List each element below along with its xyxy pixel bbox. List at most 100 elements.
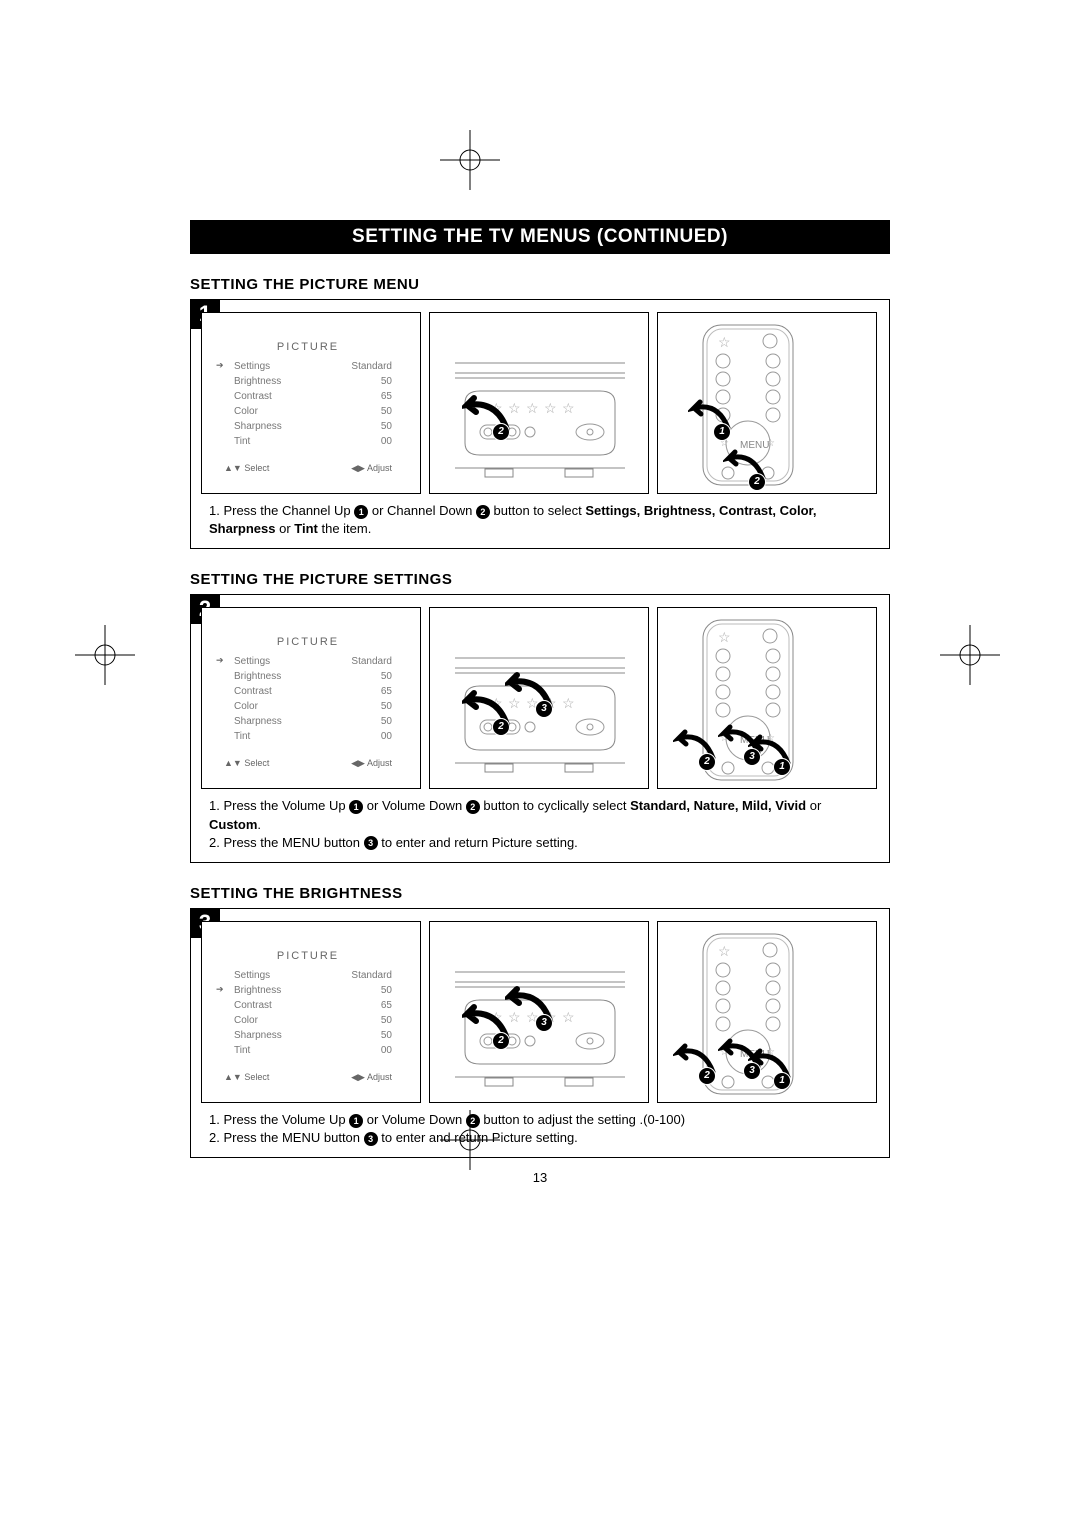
menu-item: Color 50 xyxy=(224,1013,392,1028)
osd-footer-adjust: ◀▶ Adjust xyxy=(351,1072,392,1083)
osd-menu: PICTURE ➔ Settings Standard Brightness 5… xyxy=(224,341,392,474)
menu-item-value: Standard xyxy=(351,360,392,373)
ref-number-icon: 1 xyxy=(354,505,368,519)
menu-item-value: 50 xyxy=(381,984,392,997)
osd-footer-select: ▲▼ Select xyxy=(224,463,269,474)
svg-text:☆: ☆ xyxy=(526,400,539,416)
menu-item-value: 65 xyxy=(381,390,392,403)
menu-item-label: Sharpness xyxy=(234,420,282,433)
crop-mark-left xyxy=(75,625,135,685)
menu-item-label: Sharpness xyxy=(234,715,282,728)
osd-title: PICTURE xyxy=(224,341,392,353)
section-box: 3 PICTURE Settings Standard ➔ Brightness… xyxy=(190,908,890,1158)
menu-item-value: 50 xyxy=(381,405,392,418)
osd-title: PICTURE xyxy=(224,636,392,648)
menu-item-value: 50 xyxy=(381,715,392,728)
pointer-icon: ➔ xyxy=(216,360,224,372)
menu-item-label: Brightness xyxy=(234,984,281,997)
ref-number-icon: 2 xyxy=(476,505,490,519)
menu-item-value: Standard xyxy=(351,655,392,668)
panel-tv: ☆☆☆☆☆ 23 xyxy=(429,607,649,789)
menu-item: Tint 00 xyxy=(224,1043,392,1058)
menu-item: Color 50 xyxy=(224,699,392,714)
instructions: 1. Press the Volume Up 1 or Volume Down … xyxy=(191,797,889,852)
menu-item-label: Contrast xyxy=(234,999,272,1012)
menu-item-label: Brightness xyxy=(234,375,281,388)
ref-number-icon: 3 xyxy=(364,836,378,850)
ref-number-icon: 2 xyxy=(466,1114,480,1128)
menu-item: ➔ Settings Standard xyxy=(224,654,392,669)
instructions: 1. Press the Volume Up 1 or Volume Down … xyxy=(191,1111,889,1147)
menu-item-value: 50 xyxy=(381,1029,392,1042)
osd-footer-adjust: ◀▶ Adjust xyxy=(351,758,392,769)
menu-item-label: Settings xyxy=(234,969,270,982)
panel-remote: ☆ MENU ☆ ☆ 231 xyxy=(657,607,877,789)
crop-mark-top xyxy=(440,130,500,190)
menu-item-label: Settings xyxy=(234,655,270,668)
menu-item: Contrast 65 xyxy=(224,684,392,699)
instructions: 1. Press the Channel Up 1 or Channel Dow… xyxy=(191,502,889,538)
menu-item-value: 65 xyxy=(381,999,392,1012)
menu-item-label: Sharpness xyxy=(234,1029,282,1042)
menu-item-value: 00 xyxy=(381,435,392,448)
menu-item-label: Tint xyxy=(234,435,250,448)
menu-item: Tint 00 xyxy=(224,434,392,449)
menu-item: Sharpness 50 xyxy=(224,714,392,729)
menu-item: ➔ Brightness 50 xyxy=(224,983,392,998)
ref-number-icon: 2 xyxy=(466,800,480,814)
osd-menu: PICTURE Settings Standard ➔ Brightness 5… xyxy=(224,950,392,1083)
ref-number-icon: 1 xyxy=(349,800,363,814)
pointer-icon: ➔ xyxy=(216,984,224,996)
menu-item-label: Contrast xyxy=(234,685,272,698)
osd-footer-select: ▲▼ Select xyxy=(224,1072,269,1083)
section-heading: SETTING THE PICTURE MENU xyxy=(190,276,890,293)
svg-text:☆: ☆ xyxy=(718,943,731,959)
menu-item: Color 50 xyxy=(224,404,392,419)
panel-osd: PICTURE ➔ Settings Standard Brightness 5… xyxy=(201,312,421,494)
section-box: 2 PICTURE ➔ Settings Standard Brightness… xyxy=(190,594,890,863)
osd-footer-adjust: ◀▶ Adjust xyxy=(351,463,392,474)
menu-item: Brightness 50 xyxy=(224,374,392,389)
panel-remote: ☆ MENU ☆ ☆ 12 xyxy=(657,312,877,494)
section-box: 1 PICTURE ➔ Settings Standard Brightness… xyxy=(190,299,890,549)
menu-item: Tint 00 xyxy=(224,729,392,744)
menu-item: Contrast 65 xyxy=(224,998,392,1013)
panel-osd: PICTURE ➔ Settings Standard Brightness 5… xyxy=(201,607,421,789)
instruction-line: 1. Press the Volume Up 1 or Volume Down … xyxy=(209,1111,871,1129)
menu-item-label: Tint xyxy=(234,1044,250,1057)
svg-text:☆: ☆ xyxy=(562,400,575,416)
menu-item-label: Color xyxy=(234,1014,258,1027)
svg-text:☆: ☆ xyxy=(718,334,731,350)
menu-item: ➔ Settings Standard xyxy=(224,359,392,374)
menu-item: Sharpness 50 xyxy=(224,419,392,434)
ref-number-icon: 1 xyxy=(349,1114,363,1128)
menu-item: Sharpness 50 xyxy=(224,1028,392,1043)
svg-text:☆: ☆ xyxy=(562,695,575,711)
menu-item-value: 00 xyxy=(381,730,392,743)
menu-item-label: Brightness xyxy=(234,670,281,683)
svg-text:☆: ☆ xyxy=(544,400,557,416)
menu-item-value: Standard xyxy=(351,969,392,982)
section-heading: SETTING THE BRIGHTNESS xyxy=(190,885,890,902)
page-number: 13 xyxy=(190,1170,890,1185)
crop-mark-right xyxy=(940,625,1000,685)
menu-item-label: Contrast xyxy=(234,390,272,403)
menu-item-label: Settings xyxy=(234,360,270,373)
pointer-icon: ➔ xyxy=(216,655,224,667)
instruction-line: 1. Press the Channel Up 1 or Channel Dow… xyxy=(209,502,871,538)
menu-item-label: Color xyxy=(234,700,258,713)
menu-item-label: Color xyxy=(234,405,258,418)
instruction-line: 2. Press the MENU button 3 to enter and … xyxy=(209,1129,871,1147)
section-heading: SETTING THE PICTURE SETTINGS xyxy=(190,571,890,588)
osd-footer-select: ▲▼ Select xyxy=(224,758,269,769)
menu-item-value: 50 xyxy=(381,670,392,683)
panel-remote: ☆ MENU ☆ ☆ 231 xyxy=(657,921,877,1103)
panel-tv: ☆☆☆☆☆ 23 xyxy=(429,921,649,1103)
panel-osd: PICTURE Settings Standard ➔ Brightness 5… xyxy=(201,921,421,1103)
menu-item-value: 50 xyxy=(381,375,392,388)
menu-item-value: 65 xyxy=(381,685,392,698)
menu-item-label: Tint xyxy=(234,730,250,743)
svg-text:☆: ☆ xyxy=(718,629,731,645)
main-title: SETTING THE TV MENUS (CONTINUED) xyxy=(190,220,890,254)
svg-text:☆: ☆ xyxy=(562,1009,575,1025)
